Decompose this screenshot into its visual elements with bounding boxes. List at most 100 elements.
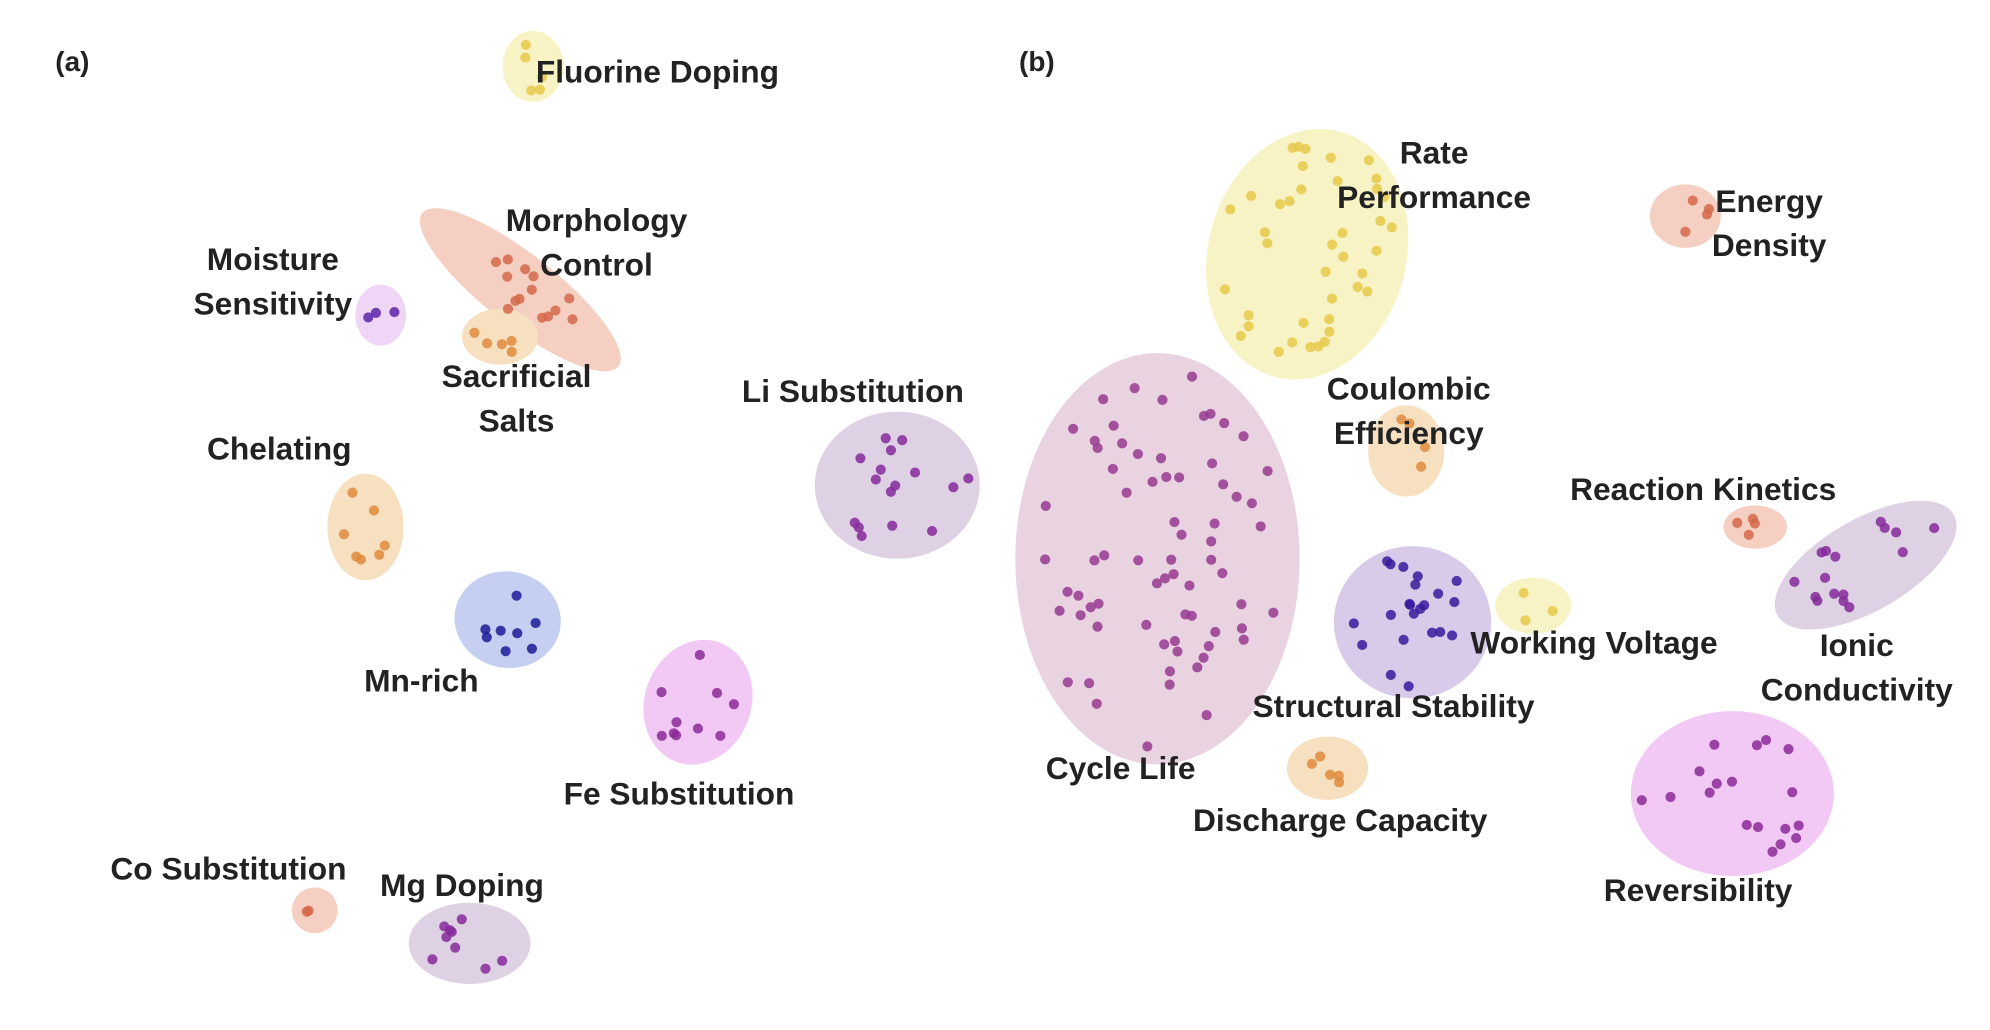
- cluster-point: [1259, 227, 1270, 238]
- cluster-point: [1217, 568, 1228, 579]
- cluster-point: [927, 525, 938, 537]
- cluster-point: [1416, 461, 1427, 472]
- cluster-point: [456, 914, 467, 925]
- cluster-point: [1761, 734, 1772, 746]
- cluster-point: [1694, 766, 1705, 777]
- cluster-hull: [1368, 405, 1445, 497]
- cluster-point: [1169, 517, 1180, 528]
- cluster-point: [1054, 605, 1065, 616]
- cluster-point: [1157, 394, 1168, 405]
- cluster-point: [1273, 346, 1284, 357]
- cluster-point: [1363, 155, 1374, 166]
- panel-label: (b): [1019, 46, 1055, 77]
- cluster-hull: [1333, 546, 1492, 699]
- cluster-hull: [291, 887, 338, 934]
- cluster-point: [694, 649, 705, 661]
- cluster-point: [1284, 195, 1295, 207]
- cluster-point: [351, 551, 362, 562]
- cluster-point: [1787, 787, 1798, 798]
- cluster-point: [1337, 227, 1348, 239]
- cluster-label: Discharge Capacity: [1193, 802, 1488, 838]
- cluster-label: Efficiency: [1334, 415, 1484, 451]
- cluster-point: [1324, 314, 1335, 325]
- cluster-point: [510, 295, 521, 307]
- cluster-point: [482, 338, 493, 349]
- cluster-label: Structural Stability: [1253, 688, 1535, 724]
- cluster-point: [526, 284, 537, 295]
- cluster-label: Chelating: [207, 430, 352, 466]
- cluster-point: [1117, 438, 1128, 449]
- cluster-point: [1089, 555, 1100, 566]
- cluster-hull: [454, 571, 561, 669]
- cluster-point: [1198, 652, 1209, 663]
- cluster-point: [480, 624, 491, 635]
- cluster-point: [1092, 442, 1103, 454]
- cluster-hull: [1206, 128, 1409, 380]
- cluster-point: [1547, 605, 1558, 617]
- cluster-point: [1206, 536, 1217, 547]
- cluster-point: [1073, 590, 1084, 601]
- cluster-point: [1427, 627, 1438, 638]
- cluster-point: [1783, 744, 1794, 755]
- cluster-point: [1210, 626, 1221, 638]
- cluster-point: [1132, 448, 1143, 460]
- cluster-point: [1398, 634, 1409, 645]
- cluster-point: [1447, 630, 1458, 641]
- cluster-label: Sensitivity: [194, 286, 353, 322]
- cluster-point: [656, 687, 667, 698]
- cluster-label: Working Voltage: [1470, 624, 1717, 660]
- cluster-point: [1348, 618, 1359, 629]
- cluster-point: [1297, 160, 1308, 172]
- cluster-hull: [1630, 711, 1834, 877]
- cluster-point: [1169, 635, 1180, 647]
- cluster-point: [870, 474, 881, 485]
- cluster-point: [1305, 342, 1316, 353]
- cluster-point: [520, 52, 531, 63]
- cluster-point: [1243, 310, 1254, 321]
- cluster-point: [1404, 418, 1415, 429]
- cluster-point: [1789, 576, 1800, 587]
- cluster-point: [1703, 203, 1714, 215]
- cluster-point: [1268, 607, 1279, 618]
- cluster-point: [1218, 479, 1229, 490]
- cluster-point: [528, 271, 539, 282]
- cluster-label: Mn-rich: [364, 663, 479, 699]
- cluster-point: [506, 346, 517, 357]
- cluster-point: [1159, 573, 1171, 584]
- cluster-point: [500, 646, 511, 657]
- cluster-point: [1219, 284, 1231, 295]
- cluster-point: [502, 254, 513, 265]
- cluster-point: [1238, 431, 1249, 442]
- cluster-label: Reversibility: [1604, 872, 1793, 908]
- labels: (a) Fluorine Doping Morphology Control Moist…: [55, 46, 1953, 908]
- cluster-point: [1371, 173, 1382, 184]
- cluster-point: [1752, 821, 1764, 833]
- cluster-point: [564, 293, 575, 304]
- cluster-point: [1141, 619, 1152, 630]
- cluster-point: [1403, 681, 1414, 692]
- cluster-point: [1164, 679, 1175, 690]
- cluster-point: [1324, 326, 1335, 337]
- cluster-point: [511, 590, 522, 601]
- cluster-point: [1780, 823, 1791, 834]
- cluster-point: [567, 314, 578, 325]
- cluster-point: [497, 955, 508, 966]
- cluster-point: [909, 467, 921, 478]
- cluster-label: Fe Substitution: [564, 775, 795, 811]
- cluster-point: [1396, 414, 1407, 425]
- cluster-point: [1711, 778, 1722, 789]
- cluster-hull: [461, 308, 539, 365]
- cluster-label: Control: [540, 246, 653, 282]
- cluster-hull: [355, 284, 407, 346]
- cluster-point: [1166, 554, 1177, 565]
- cluster-point: [1375, 215, 1386, 227]
- cluster-point: [347, 487, 358, 498]
- cluster-point: [1326, 293, 1338, 304]
- cluster-point: [1192, 662, 1203, 673]
- cluster-hull: [1649, 184, 1721, 248]
- cluster-hulls: [291, 30, 1957, 984]
- cluster-point: [379, 540, 390, 551]
- cluster-point: [1897, 547, 1908, 558]
- cluster-point: [1325, 769, 1336, 780]
